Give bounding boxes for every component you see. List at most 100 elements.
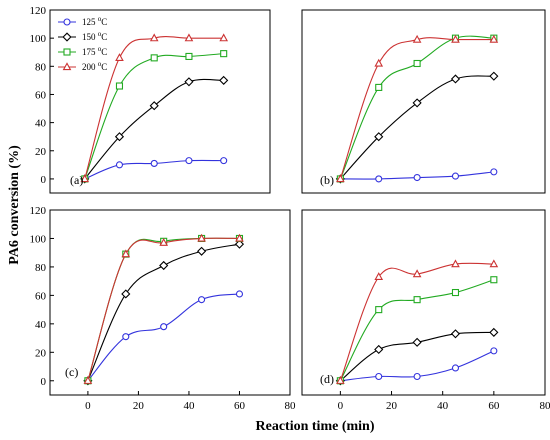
data-point	[489, 327, 499, 337]
data-point	[336, 174, 345, 183]
data-point	[197, 246, 207, 256]
y-tick-label: 0	[41, 174, 47, 186]
y-tick-label: 0	[41, 376, 47, 388]
x-tick-label: 80	[285, 400, 297, 412]
data-point	[451, 34, 460, 43]
data-point	[489, 71, 499, 81]
series-line	[339, 279, 495, 382]
series-circle	[84, 290, 244, 385]
series-triangle	[80, 33, 229, 183]
data-point	[451, 259, 460, 268]
data-point	[490, 168, 498, 176]
legend-marker	[62, 62, 72, 71]
series-triangle	[83, 233, 244, 384]
series-line	[87, 237, 240, 381]
data-point	[122, 333, 130, 341]
x-tick-label: 20	[133, 400, 145, 412]
data-point	[219, 33, 229, 42]
series-circle	[336, 347, 498, 385]
data-point	[121, 289, 131, 299]
data-point	[450, 329, 461, 339]
series-line	[84, 36, 224, 180]
panel-b: (b)	[301, 9, 546, 194]
legend-label: 150 oC	[82, 30, 107, 42]
data-point	[374, 344, 384, 355]
data-point	[235, 233, 244, 242]
data-point	[374, 132, 384, 142]
data-point	[220, 157, 228, 165]
data-point	[412, 337, 422, 347]
panel-c: 0 20 40 60 80 100 120 0 20 40 60 80 (c)	[30, 205, 297, 412]
data-point	[412, 98, 422, 108]
series-triangle	[336, 259, 499, 384]
x-tick-label: 60	[234, 400, 246, 412]
data-point	[451, 364, 460, 372]
series-line	[87, 293, 240, 382]
data-point	[197, 233, 206, 242]
series-line	[339, 35, 494, 180]
data-point	[375, 306, 383, 314]
y-tick-label: 120	[30, 5, 47, 17]
data-point	[115, 82, 124, 90]
data-point	[198, 296, 206, 304]
data-point	[490, 347, 498, 355]
plot-frame	[49, 9, 271, 194]
data-point	[374, 272, 384, 281]
x-tick-label: 20	[386, 400, 398, 412]
series-circle	[81, 157, 228, 183]
data-point	[375, 372, 383, 381]
y-tick-label: 40	[35, 118, 47, 130]
data-point	[413, 59, 421, 68]
data-point	[121, 249, 131, 258]
data-point	[220, 50, 228, 58]
legend-label: 125 oC	[82, 15, 107, 27]
data-point	[450, 74, 461, 84]
y-tick-label: 20	[35, 347, 47, 359]
y-tick-label: 100	[30, 233, 47, 245]
series-line	[339, 75, 494, 180]
panel-label: (d)	[320, 372, 334, 386]
data-point	[150, 54, 158, 62]
legend-entry: 150 oC	[58, 30, 107, 42]
data-point	[219, 75, 229, 85]
plot-frame	[49, 209, 291, 396]
series-square	[336, 276, 498, 385]
data-point	[489, 259, 499, 268]
data-point	[375, 175, 383, 183]
y-tick-label: 80	[35, 262, 47, 274]
panel-label: (a)	[70, 173, 83, 187]
legend-entry: 125 oC	[58, 15, 107, 27]
data-point	[149, 33, 159, 42]
panel-label: (c)	[65, 365, 78, 379]
series-diamond	[335, 327, 499, 386]
series-circle	[336, 168, 498, 183]
x-axis-title: Reaction time (min)	[256, 419, 375, 434]
x-tick-label: 60	[488, 400, 500, 412]
plot-frame	[301, 209, 546, 396]
plot-frame	[301, 9, 546, 194]
legend-label: 175 oC	[82, 45, 107, 57]
data-point	[83, 376, 93, 384]
panels-group: 0 20 40 60 80 100 120 (a) (b) 0 20 40 60 80 100 120 0 20 4…	[30, 5, 550, 412]
data-point	[413, 372, 421, 381]
series-line	[339, 262, 494, 381]
data-point	[490, 276, 498, 284]
data-point	[451, 172, 460, 180]
x-tick-label: 40	[437, 400, 449, 412]
data-point	[412, 34, 422, 43]
data-point	[184, 77, 194, 87]
series-diamond	[83, 239, 245, 386]
series-triangle	[336, 34, 499, 183]
data-point	[413, 173, 421, 182]
data-point	[234, 239, 245, 249]
panel-d: 0 20 40 60 80 (d)	[301, 209, 550, 412]
data-point	[451, 288, 460, 297]
legend-entry: 200 oC	[58, 60, 107, 72]
data-point	[374, 58, 384, 67]
legend: 125 oC 150 oC 175 oC 200 oC	[58, 15, 107, 72]
data-point	[149, 101, 159, 111]
data-point	[185, 157, 193, 165]
x-tick-label: 0	[338, 400, 344, 412]
y-tick-label: 120	[30, 205, 47, 217]
